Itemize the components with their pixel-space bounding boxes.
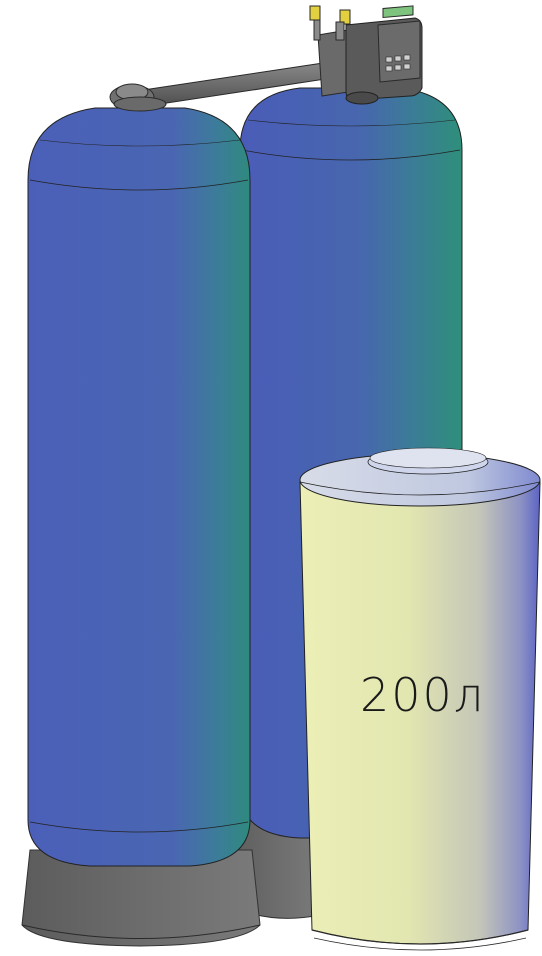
control-display bbox=[382, 5, 414, 19]
front-tank-base bbox=[21, 849, 261, 947]
front-resin-tank bbox=[27, 107, 251, 867]
yellow-fittings bbox=[309, 5, 351, 41]
control-buttons bbox=[385, 54, 411, 72]
brine-tank bbox=[299, 447, 541, 951]
control-valve-head bbox=[317, 5, 423, 105]
brine-tank-volume-label: 200л bbox=[360, 668, 486, 722]
